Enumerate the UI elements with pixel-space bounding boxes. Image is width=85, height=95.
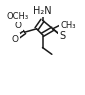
Text: OCH₃: OCH₃ [7, 12, 29, 21]
Text: CH₃: CH₃ [60, 21, 76, 30]
Text: O: O [14, 21, 21, 30]
Text: H₂N: H₂N [33, 6, 52, 16]
Text: O: O [12, 34, 19, 44]
Text: S: S [59, 31, 65, 41]
